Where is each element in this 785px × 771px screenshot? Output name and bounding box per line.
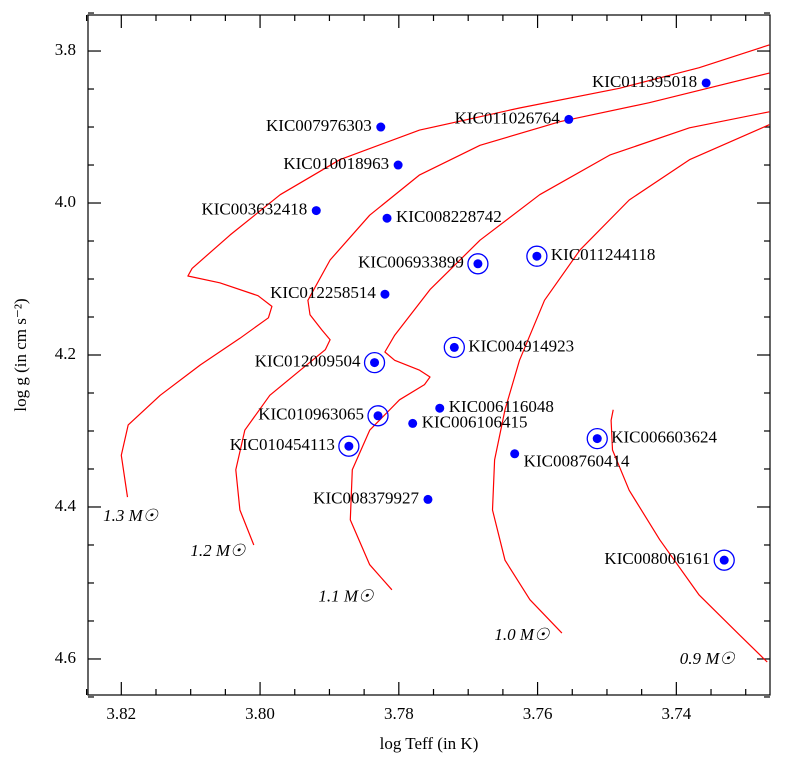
highlight-ring — [467, 253, 489, 275]
x-tick-label: 3.74 — [661, 704, 691, 723]
star-label: KIC006933899 — [358, 253, 464, 272]
star-point — [370, 358, 380, 368]
highlight-ring — [338, 435, 360, 457]
highlight-ring — [586, 427, 608, 450]
star-point — [311, 206, 321, 216]
track-label: 1.1 M☉ — [318, 587, 374, 606]
mass-track — [235, 72, 770, 546]
star-point — [510, 449, 520, 459]
x-tick-label: 3.82 — [106, 704, 136, 723]
star-label: KIC008760414 — [524, 452, 630, 471]
x-tick-label: 3.78 — [384, 704, 414, 723]
track-label: 1.0 M☉ — [494, 625, 550, 644]
y-axis-label: log g (in cm s⁻²) — [11, 298, 30, 411]
star-point — [701, 78, 711, 88]
y-tick-label: 4.0 — [55, 192, 76, 211]
star-label: KIC008379927 — [313, 488, 419, 507]
star-label: KIC011244118 — [551, 245, 656, 264]
star-label: KIC006603624 — [611, 428, 717, 447]
star-label: KIC011395018 — [592, 72, 697, 91]
star-point — [393, 160, 403, 170]
star-point — [376, 122, 386, 132]
mass-track — [610, 409, 768, 663]
star-point — [449, 342, 459, 352]
highlight-ring — [713, 549, 735, 571]
star-label: KIC007976303 — [266, 116, 372, 135]
star-label: KIC006116048 — [449, 397, 554, 416]
star-point — [423, 494, 433, 504]
star-point — [564, 114, 574, 124]
star-point — [532, 251, 542, 261]
highlight-ring — [367, 405, 389, 427]
star-point — [435, 403, 445, 413]
track-label: 1.2 M☉ — [190, 541, 246, 560]
x-tick-label: 3.80 — [245, 704, 275, 723]
star-label: KIC010454113 — [230, 435, 335, 454]
y-tick-label: 3.8 — [55, 40, 76, 59]
star-point — [382, 213, 392, 223]
star-label: KIC012009504 — [255, 352, 361, 371]
track-label: 1.3 M☉ — [103, 506, 159, 525]
highlight-ring — [526, 245, 548, 267]
star-label: KIC004914923 — [468, 336, 574, 355]
mass-track — [349, 111, 770, 591]
star-label: KIC011026764 — [455, 108, 561, 127]
star-label: KIC006106415 — [422, 412, 528, 431]
star-point — [719, 555, 729, 565]
highlight-ring — [363, 351, 386, 374]
star-point — [473, 259, 483, 269]
track-label: 0.9 M☉ — [680, 649, 736, 668]
star-label: KIC008006161 — [604, 549, 710, 568]
star-label: KIC008228742 — [396, 207, 502, 226]
highlight-ring — [443, 336, 465, 359]
star-label: KIC010018963 — [283, 154, 389, 173]
star-label: KIC003632418 — [201, 200, 307, 219]
y-tick-label: 4.2 — [55, 344, 76, 363]
star-point — [592, 434, 602, 444]
x-axis-label: log Teff (in K) — [380, 734, 479, 753]
y-tick-label: 4.6 — [55, 648, 76, 667]
star-label: KIC010963065 — [258, 405, 364, 424]
star-point — [344, 441, 354, 451]
x-tick-label: 3.76 — [523, 704, 553, 723]
mass-track — [491, 124, 770, 634]
mass-track — [120, 44, 770, 498]
star-point — [380, 289, 390, 299]
y-tick-label: 4.4 — [55, 496, 77, 515]
star-point — [373, 411, 383, 421]
star-label: KIC012258514 — [270, 283, 376, 302]
star-point — [408, 418, 418, 428]
plot-frame — [87, 14, 771, 696]
